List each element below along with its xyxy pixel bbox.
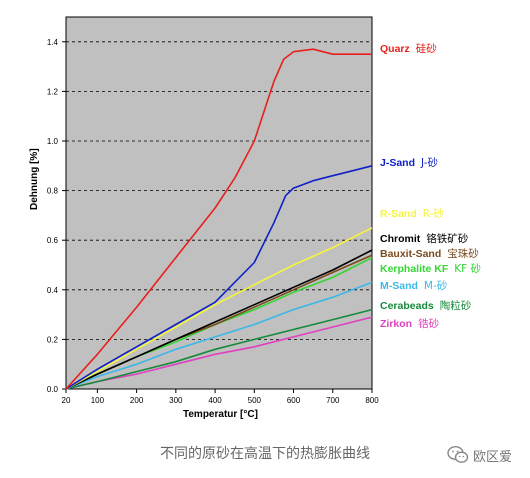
x-tick-label: 200: [130, 396, 144, 405]
legend-label-zh-4: 宝珠砂: [447, 247, 479, 260]
series-line-0: [65, 48, 372, 390]
legend: Quarz 硅砂 J-Sand J-砂 R-Sand R-砂 Chromit 铬铁矿砂 Baux…: [380, 42, 482, 330]
x-tick-label: 20: [62, 396, 71, 405]
y-tick-label: 0.6: [47, 236, 59, 245]
x-tick-label: 500: [248, 396, 262, 405]
x-tick-label: 800: [365, 396, 379, 405]
legend-label-4: Bauxit-Sand: [380, 248, 441, 260]
y-tick-label: 1.2: [47, 87, 59, 96]
series-line-2: [65, 227, 373, 390]
legend-label-0: Quarz: [380, 43, 410, 55]
legend-label-1: J-Sand: [380, 157, 415, 169]
legend-label-zh-6: M-砂: [424, 279, 448, 292]
legend-label-7: Cerabeads: [380, 300, 434, 312]
y-tick-label: 0.0: [47, 385, 59, 394]
legend-label-5: Kerphalite KF: [380, 263, 449, 275]
watermark-text: 欧区爱: [473, 449, 513, 465]
legend-label-zh-3: 铬铁矿砂: [426, 232, 468, 245]
series-line-1: [65, 165, 373, 390]
legend-label-zh-2: R-砂: [423, 207, 445, 220]
y-tick-label: 0.4: [47, 286, 59, 295]
x-tick-label: 300: [169, 396, 183, 405]
grid: [66, 41, 372, 340]
series-line-8: [65, 316, 373, 390]
wechat-icon: [447, 445, 469, 463]
caption: 不同的原砂在高温下的热膨胀曲线: [160, 446, 370, 462]
y-tick-label: 1.4: [47, 38, 59, 47]
legend-label-8: Zirkon: [380, 318, 412, 330]
x-tick-label: 400: [208, 396, 222, 405]
legend-label-zh-5: KF 砂: [454, 262, 481, 275]
y-tick-label: 0.2: [47, 335, 59, 344]
x-tick-label: 600: [287, 396, 301, 405]
x-tick-label: 100: [91, 396, 105, 405]
legend-label-zh-1: J-砂: [420, 156, 439, 169]
x-tick-label: 700: [326, 396, 340, 405]
legend-label-zh-8: 锆砂: [418, 317, 439, 330]
y-tick-label: 1.0: [47, 137, 59, 146]
y-tick-label: 0.8: [47, 187, 59, 196]
legend-label-zh-0: 硅砂: [416, 42, 437, 55]
legend-label-3: Chromit: [380, 233, 421, 245]
legend-label-6: M-Sand: [380, 280, 418, 292]
legend-label-2: R-Sand: [380, 208, 417, 220]
series-line-6: [65, 281, 373, 390]
series-layer: [65, 48, 373, 390]
legend-label-zh-7: 陶粒砂: [440, 299, 472, 312]
x-axis-label: Temperatur [°C]: [183, 409, 258, 420]
watermark: 欧区爱: [447, 444, 512, 466]
series-line-3: [65, 249, 373, 390]
series-line-7: [65, 308, 373, 390]
y-axis-label: Dehnung [%]: [29, 148, 40, 210]
axes: 0.0 0.2 0.4 0.6 0.8 1.0 1.2 1.4 20 100 200 300 400 50…: [47, 38, 379, 405]
